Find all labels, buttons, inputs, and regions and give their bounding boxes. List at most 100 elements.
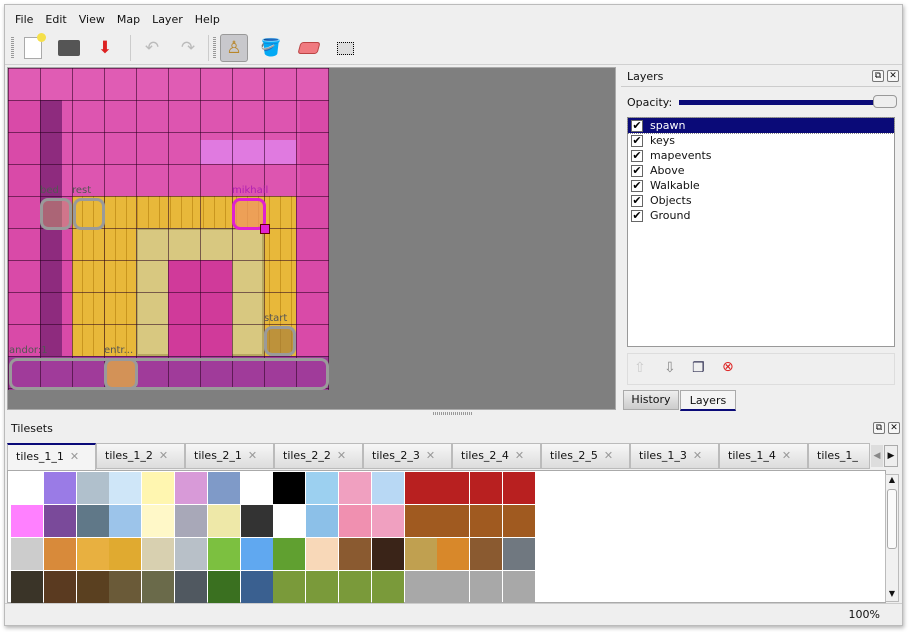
- tile[interactable]: [11, 571, 43, 603]
- tile[interactable]: [339, 505, 371, 537]
- layer-row-above[interactable]: ✔ Above: [628, 163, 894, 178]
- tile[interactable]: [437, 505, 470, 537]
- close-tab-icon[interactable]: ✕: [603, 449, 614, 462]
- tile[interactable]: [43, 571, 76, 603]
- tile[interactable]: [43, 472, 76, 504]
- tile[interactable]: [470, 571, 503, 603]
- menu-layer[interactable]: Layer: [152, 13, 183, 26]
- tile[interactable]: [470, 538, 503, 570]
- stamp-brush-icon[interactable]: ♙: [220, 34, 248, 62]
- tile[interactable]: [306, 538, 339, 570]
- tile[interactable]: [437, 538, 470, 570]
- tile[interactable]: [503, 571, 535, 603]
- tile[interactable]: [11, 472, 43, 504]
- tile[interactable]: [273, 538, 306, 570]
- close-tab-icon[interactable]: ✕: [247, 449, 258, 462]
- close-tab-icon[interactable]: ✕: [692, 449, 703, 462]
- tile[interactable]: [404, 571, 437, 603]
- float-icon[interactable]: ⧉: [872, 70, 884, 82]
- menu-help[interactable]: Help: [194, 13, 220, 26]
- tile[interactable]: [11, 505, 43, 537]
- tile[interactable]: [470, 505, 503, 537]
- tile[interactable]: [142, 472, 175, 504]
- visibility-checkbox[interactable]: ✔: [631, 133, 643, 147]
- menu-view[interactable]: View: [78, 13, 105, 26]
- close-tab-icon[interactable]: ✕: [158, 449, 169, 462]
- tileset-view[interactable]: [7, 470, 886, 603]
- layer-row-ground[interactable]: ✔ Ground: [628, 208, 894, 223]
- tab-tiles-2-2[interactable]: tiles_2_2 ✕: [274, 443, 363, 469]
- duplicate-layer-icon[interactable]: ❐: [692, 360, 705, 376]
- tab-history[interactable]: History: [623, 390, 679, 410]
- tile[interactable]: [76, 505, 109, 537]
- tile[interactable]: [240, 505, 273, 537]
- tile[interactable]: [109, 505, 142, 537]
- map-object-entr[interactable]: [104, 358, 138, 390]
- tile[interactable]: [371, 571, 404, 603]
- visibility-checkbox[interactable]: ✔: [631, 118, 643, 132]
- tile[interactable]: [371, 505, 404, 537]
- scrollbar-thumb[interactable]: [887, 489, 897, 549]
- tile[interactable]: [404, 472, 437, 504]
- opacity-slider[interactable]: [679, 100, 875, 105]
- tile[interactable]: [142, 505, 175, 537]
- visibility-checkbox[interactable]: ✔: [631, 193, 643, 207]
- tile[interactable]: [109, 571, 142, 603]
- tile[interactable]: [207, 538, 240, 570]
- tile[interactable]: [273, 472, 306, 504]
- resize-handle[interactable]: [260, 224, 270, 234]
- save-icon[interactable]: ⬇: [97, 38, 113, 58]
- tab-tiles-1-4[interactable]: tiles_1_4 ✕: [719, 443, 808, 469]
- opacity-slider-handle[interactable]: [873, 95, 897, 108]
- tile[interactable]: [207, 571, 240, 603]
- lower-layer-icon[interactable]: ⇩: [664, 360, 676, 376]
- tile[interactable]: [339, 538, 371, 570]
- menu-map[interactable]: Map: [116, 13, 141, 26]
- visibility-checkbox[interactable]: ✔: [631, 148, 643, 162]
- tile[interactable]: [207, 472, 240, 504]
- undo-icon[interactable]: ↶: [144, 38, 160, 58]
- layer-row-walkable[interactable]: ✔ Walkable: [628, 178, 894, 193]
- tile[interactable]: [175, 505, 207, 537]
- tile[interactable]: [175, 472, 207, 504]
- tile[interactable]: [339, 571, 371, 603]
- tile[interactable]: [273, 505, 306, 537]
- layer-row-mapevents[interactable]: ✔ mapevents: [628, 148, 894, 163]
- tile[interactable]: [306, 505, 339, 537]
- tile[interactable]: [503, 538, 535, 570]
- open-icon[interactable]: [55, 34, 83, 62]
- redo-icon[interactable]: ↷: [180, 38, 196, 58]
- new-file-icon[interactable]: [19, 33, 47, 62]
- tile[interactable]: [437, 571, 470, 603]
- tile[interactable]: [240, 571, 273, 603]
- map-object-bed[interactable]: [40, 198, 72, 230]
- delete-layer-icon[interactable]: ⊗: [722, 359, 734, 375]
- tile[interactable]: [273, 571, 306, 603]
- scroll-up-icon[interactable]: ▲: [888, 475, 896, 484]
- tab-layers[interactable]: Layers: [680, 390, 736, 411]
- tab-tiles-1-[interactable]: tiles_1_: [808, 443, 870, 469]
- tab-scroll-right[interactable]: ▶: [884, 445, 898, 467]
- tile[interactable]: [175, 538, 207, 570]
- tile[interactable]: [142, 538, 175, 570]
- tile[interactable]: [437, 472, 470, 504]
- visibility-checkbox[interactable]: ✔: [631, 178, 643, 192]
- tile[interactable]: [470, 472, 503, 504]
- raise-layer-icon[interactable]: ⇧: [634, 360, 646, 376]
- close-icon[interactable]: ✕: [888, 422, 900, 434]
- map-canvas[interactable]: bed rest mikhail start andor:1 entr...: [7, 67, 616, 410]
- close-icon[interactable]: ✕: [887, 70, 899, 82]
- toolbar-grip[interactable]: [11, 37, 14, 59]
- tab-tiles-2-4[interactable]: tiles_2_4 ✕: [452, 443, 541, 469]
- tile[interactable]: [404, 505, 437, 537]
- tile[interactable]: [503, 505, 535, 537]
- tab-tiles-1-3[interactable]: tiles_1_3 ✕: [630, 443, 719, 469]
- float-icon[interactable]: ⧉: [873, 422, 885, 434]
- layer-row-keys[interactable]: ✔ keys: [628, 133, 894, 148]
- tile[interactable]: [503, 472, 535, 504]
- bucket-fill-icon[interactable]: 🪣: [260, 38, 282, 58]
- tab-tiles-1-2[interactable]: tiles_1_2 ✕: [96, 443, 185, 469]
- menu-edit[interactable]: Edit: [45, 13, 67, 26]
- tab-scroll-left[interactable]: ◀: [871, 445, 883, 467]
- eraser-icon[interactable]: [295, 34, 323, 62]
